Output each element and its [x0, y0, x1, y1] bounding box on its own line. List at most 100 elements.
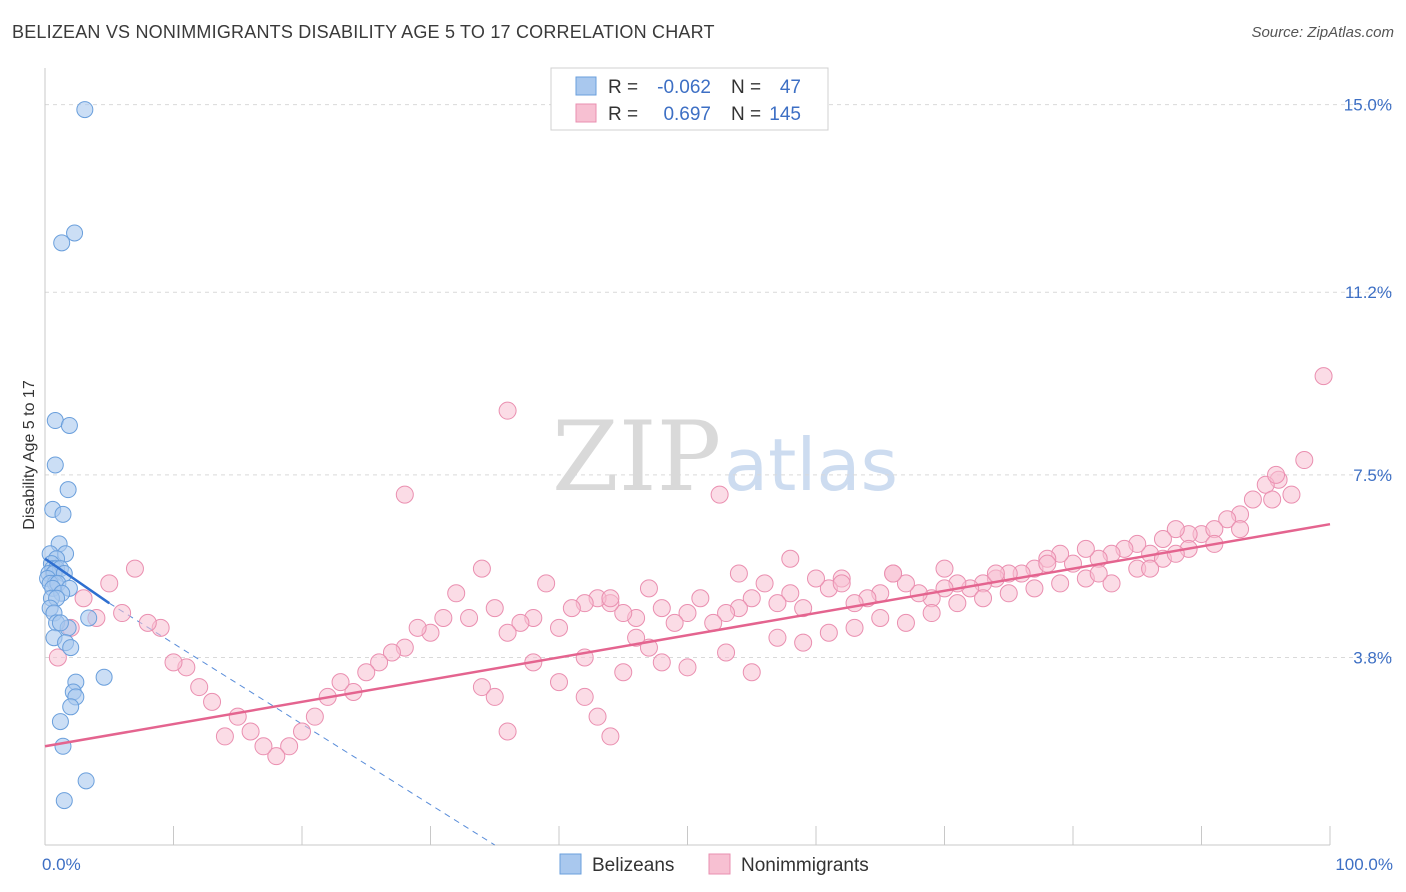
nonimmigrants-point-117: [974, 589, 993, 608]
nonimmigrants-point-106: [678, 658, 697, 677]
belizeans-point-3: [46, 412, 64, 430]
belizeans-trend-extension: [108, 602, 496, 846]
nonimmigrants-point-107: [717, 643, 736, 662]
watermark-atlas: atlas: [724, 423, 898, 507]
nonimmigrants-point-54: [652, 599, 671, 618]
nonimmigrants-point-65: [511, 613, 530, 632]
nonimmigrants-point-118: [999, 584, 1018, 603]
nonimmigrants-point-122: [1102, 574, 1121, 593]
belizeans-point-1: [66, 224, 84, 242]
nonimmigrants-point-142: [832, 574, 851, 593]
legend-box: R = -0.062 N = 47 R = 0.697 N = 145: [550, 67, 829, 131]
legend-swatch-belizeans: [575, 76, 597, 96]
nonimmigrants-point-43: [794, 599, 813, 618]
axes: [44, 68, 1331, 846]
nonimmigrants-point-88: [215, 727, 234, 746]
nonimmigrants-point-85: [254, 737, 273, 756]
nonimmigrants-points: [48, 367, 1333, 766]
nonimmigrants-point-109: [768, 628, 787, 647]
bottom-legend-belizeans: Belizeans: [592, 855, 674, 876]
nonimmigrants-point-4: [1295, 451, 1314, 470]
nonimmigrants-point-81: [305, 707, 324, 726]
nonimmigrants-point-139: [485, 687, 504, 706]
belizeans-point-39: [95, 668, 113, 686]
nonimmigrants-point-111: [819, 623, 838, 642]
nonimmigrants-point-47: [742, 589, 761, 608]
nonimmigrants-point-90: [190, 678, 209, 697]
nonimmigrants-point-134: [550, 673, 568, 692]
belizeans-points: [39, 101, 113, 810]
belizeans-trend-line: [44, 557, 110, 605]
nonimmigrants-point-99: [74, 589, 93, 608]
belizeans-point-4: [60, 416, 78, 434]
belizeans-point-8: [54, 505, 72, 523]
nonimmigrants-point-82: [293, 722, 311, 741]
nonimmigrants-point-66: [498, 623, 517, 642]
nonimmigrants-point-108: [742, 663, 761, 682]
nonimmigrants-point-76: [370, 653, 389, 672]
belizeans-point-37: [62, 639, 80, 657]
x-tick-label-0: 0.0%: [42, 855, 81, 874]
belizeans-trend-extension-line: [108, 602, 496, 846]
nonimmigrants-point-132: [652, 653, 671, 672]
nonimmigrants-point-42: [807, 569, 825, 588]
x-tick-labels: 0.0% 100.0%: [42, 855, 1393, 874]
legend-r-label-2: R =: [608, 104, 638, 125]
nonimmigrants-point-94: [138, 613, 157, 632]
nonimmigrants-point-149: [1166, 544, 1185, 563]
nonimmigrants-point-46: [755, 574, 774, 593]
nonimmigrants-point-15: [1153, 530, 1172, 548]
nonimmigrants-point-53: [665, 613, 684, 632]
legend-n-label-2: N =: [731, 104, 761, 125]
bottom-legend-swatch-nonimmigrants: [708, 853, 731, 875]
belizeans-point-5: [46, 456, 64, 474]
nonimmigrants-point-92: [164, 653, 183, 672]
nonimmigrants-point-61: [562, 599, 581, 618]
bottom-legend-nonimmigrants: Nonimmigrants: [741, 855, 869, 876]
bottom-legend-swatch-belizeans: [559, 853, 582, 875]
nonimmigrants-point-97: [100, 574, 119, 593]
belizeans-point-44: [54, 737, 72, 755]
chart-title: BELIZEAN VS NONIMMIGRANTS DISABILITY AGE…: [12, 22, 715, 42]
nonimmigrants-point-71: [434, 608, 453, 627]
nonimmigrants-point-144: [935, 559, 954, 578]
nonimmigrants-point-119: [1025, 579, 1044, 598]
nonimmigrants-point-135: [575, 687, 594, 706]
y-axis-title: Disability Age 5 to 17: [21, 380, 38, 530]
belizeans-point-31: [80, 609, 98, 627]
nonimmigrants-point-148: [1141, 559, 1160, 578]
nonimmigrants-point-69: [460, 608, 479, 627]
nonimmigrants-point-84: [267, 747, 286, 766]
trend-lines: [44, 522, 1331, 748]
nonimmigrants-point-96: [113, 604, 132, 623]
nonimmigrants-point-51: [691, 589, 710, 608]
nonimmigrants-point-73: [408, 618, 427, 637]
nonimmigrants-point-110: [794, 633, 813, 652]
y-tick-label-3: 15.0%: [1344, 96, 1392, 115]
nonimmigrants-point-141: [781, 549, 800, 568]
legend-n-value-2: 145: [769, 104, 801, 125]
y-tick-label-0: 3.8%: [1353, 648, 1392, 667]
nonimmigrants-point-120: [1051, 574, 1070, 593]
nonimmigrants-point-2: [395, 485, 414, 504]
belizeans-point-42: [62, 698, 80, 716]
nonimmigrants-point-112: [845, 618, 864, 637]
nonimmigrants-point-127: [1231, 520, 1250, 539]
nonimmigrants-point-113: [871, 608, 890, 627]
nonimmigrants-point-114: [896, 613, 915, 632]
nonimmigrants-point-57: [614, 604, 633, 623]
belizeans-point-34: [51, 614, 69, 632]
nonimmigrants-point-95: [125, 559, 144, 578]
nonimmigrants-point-77: [357, 663, 376, 682]
nonimmigrants-point-116: [948, 594, 967, 613]
source-credit: Source: ZipAtlas.com: [1251, 24, 1394, 41]
nonimmigrants-point-70: [447, 584, 466, 603]
nonimmigrants-point-8: [1263, 490, 1282, 509]
nonimmigrants-point-89: [203, 692, 222, 711]
y-tick-label-2: 11.2%: [1345, 283, 1392, 302]
nonimmigrants-point-137: [601, 727, 620, 746]
nonimmigrants-point-55: [639, 579, 658, 598]
nonimmigrants-point-128: [1282, 485, 1301, 504]
nonimmigrants-point-136: [588, 707, 607, 726]
